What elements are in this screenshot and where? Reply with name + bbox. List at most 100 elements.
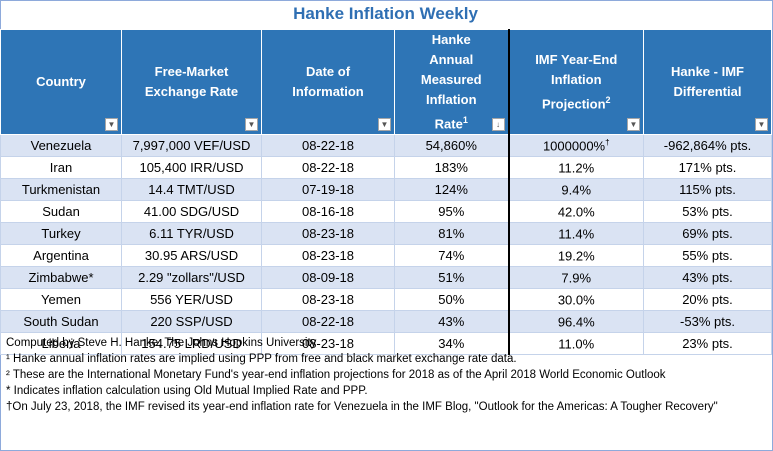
- cell-date[interactable]: 08-09-18: [261, 266, 395, 290]
- cell-country[interactable]: Zimbabwe*: [0, 266, 122, 290]
- cell-differential[interactable]: 23% pts.: [643, 332, 772, 356]
- cell-country[interactable]: Yemen: [0, 288, 122, 312]
- header-imf-projection-label: IMF Year-End Inflation Projection2: [535, 52, 618, 112]
- cell-country[interactable]: Argentina: [0, 244, 122, 268]
- cell-country[interactable]: Venezuela: [0, 134, 122, 158]
- cell-imf-projection[interactable]: 9.4%: [507, 178, 644, 202]
- cell-country[interactable]: Turkey: [0, 222, 122, 246]
- cell-date[interactable]: 08-16-18: [261, 200, 395, 224]
- table-row[interactable]: Liberia 154.75 LRD/USD 08-23-18 34% 11.0% 23%…: [0, 332, 772, 356]
- cell-date[interactable]: 08-23-18: [261, 222, 395, 246]
- table-row[interactable]: Yemen 556 YER/USD 08-23-18 50% 30.0% 20% pts.: [0, 288, 772, 312]
- cell-differential[interactable]: 55% pts.: [643, 244, 772, 268]
- cell-exchange-rate[interactable]: 6.11 TYR/USD: [121, 222, 262, 246]
- cell-imf-projection[interactable]: 1000000%†: [507, 134, 644, 158]
- cell-imf-projection[interactable]: 96.4%: [507, 310, 644, 334]
- cell-exchange-rate[interactable]: 7,997,000 VEF/USD: [121, 134, 262, 158]
- cell-differential[interactable]: 53% pts.: [643, 200, 772, 224]
- cell-exchange-rate[interactable]: 154.75 LRD/USD: [121, 332, 262, 356]
- table-row[interactable]: Iran 105,400 IRR/USD 08-22-18 183% 11.2% 171%…: [0, 156, 772, 180]
- cell-hanke-rate[interactable]: 50%: [394, 288, 509, 312]
- filter-dropdown-icon[interactable]: ▼: [627, 118, 640, 132]
- cell-hanke-rate[interactable]: 54,860%: [394, 134, 509, 158]
- cell-imf-projection[interactable]: 11.4%: [507, 222, 644, 246]
- table-row[interactable]: South Sudan 220 SSP/USD 08-22-18 43% 96.4% -5…: [0, 310, 772, 334]
- cell-differential[interactable]: -962,864% pts.: [643, 134, 772, 158]
- header-differential-label: Hanke - IMF Differential: [671, 64, 744, 100]
- cell-imf-projection[interactable]: 30.0%: [507, 288, 644, 312]
- cell-hanke-rate[interactable]: 124%: [394, 178, 509, 202]
- cell-hanke-rate[interactable]: 51%: [394, 266, 509, 290]
- footnote-marker: 2: [605, 95, 611, 105]
- footnote-dagger: †On July 23, 2018, the IMF revised its y…: [6, 401, 718, 413]
- cell-exchange-rate[interactable]: 105,400 IRR/USD: [121, 156, 262, 180]
- header-country: Country ▼: [0, 28, 122, 136]
- page-title: Hanke Inflation Weekly: [293, 4, 478, 23]
- cell-differential[interactable]: 69% pts.: [643, 222, 772, 246]
- footnote-asterisk: * Indicates inflation calculation using …: [6, 385, 368, 397]
- header-differential: Hanke - IMF Differential ▼: [643, 28, 772, 136]
- cell-exchange-rate[interactable]: 14.4 TMT/USD: [121, 178, 262, 202]
- header-hanke-rate: Hanke Annual Measured Inflation Rate1 ↓: [394, 28, 509, 136]
- footnotes: Computed by Steve H. Hanke, The Johns Ho…: [6, 335, 766, 415]
- header-country-label: Country: [36, 74, 86, 90]
- cell-imf-projection[interactable]: 11.2%: [507, 156, 644, 180]
- cell-date[interactable]: 08-23-18: [261, 288, 395, 312]
- header-date-label: Date of Information: [292, 64, 364, 100]
- cell-differential[interactable]: 115% pts.: [643, 178, 772, 202]
- cell-hanke-rate[interactable]: 183%: [394, 156, 509, 180]
- dagger-marker: †: [605, 138, 610, 148]
- sort-descending-icon[interactable]: ↓: [491, 118, 505, 132]
- table-row[interactable]: Turkmenistan 14.4 TMT/USD 07-19-18 124% 9.4%…: [0, 178, 772, 202]
- cell-differential[interactable]: 20% pts.: [643, 288, 772, 312]
- table-row[interactable]: Zimbabwe* 2.29 "zollars"/USD 08-09-18 51% 7.…: [0, 266, 772, 290]
- table-row[interactable]: Turkey 6.11 TYR/USD 08-23-18 81% 11.4% 69% pt…: [0, 222, 772, 246]
- cell-exchange-rate[interactable]: 556 YER/USD: [121, 288, 262, 312]
- footnote-1: ¹ Hanke annual inflation rates are impli…: [6, 353, 517, 365]
- table-row[interactable]: Argentina 30.95 ARS/USD 08-23-18 74% 19.2% 55…: [0, 244, 772, 268]
- cell-country[interactable]: Sudan: [0, 200, 122, 224]
- cell-date[interactable]: 08-22-18: [261, 310, 395, 334]
- footnote-2: ² These are the International Monetary F…: [6, 369, 666, 381]
- cell-date[interactable]: 08-23-18: [261, 332, 395, 356]
- cell-country[interactable]: South Sudan: [0, 310, 122, 334]
- cell-hanke-rate[interactable]: 95%: [394, 200, 509, 224]
- filter-dropdown-icon[interactable]: ▼: [105, 118, 118, 132]
- footnote-credit: Computed by Steve H. Hanke, The Johns Ho…: [6, 337, 317, 349]
- table-row[interactable]: Sudan 41.00 SDG/USD 08-16-18 95% 42.0% 53% pt…: [0, 200, 772, 224]
- cell-date[interactable]: 08-23-18: [261, 244, 395, 268]
- cell-exchange-rate[interactable]: 30.95 ARS/USD: [121, 244, 262, 268]
- cell-date[interactable]: 07-19-18: [261, 178, 395, 202]
- cell-country[interactable]: Liberia: [0, 332, 122, 356]
- header-imf-projection: IMF Year-End Inflation Projection2 ▼: [507, 28, 644, 136]
- header-row: Country ▼ Free-Market Exchange Rate ▼ Da…: [0, 28, 772, 136]
- inflation-table: Country ▼ Free-Market Exchange Rate ▼ Da…: [0, 28, 772, 356]
- cell-imf-projection[interactable]: 42.0%: [507, 200, 644, 224]
- cell-exchange-rate[interactable]: 2.29 "zollars"/USD: [121, 266, 262, 290]
- footnote-marker: 1: [462, 115, 468, 125]
- cell-date[interactable]: 08-22-18: [261, 156, 395, 180]
- cell-differential[interactable]: -53% pts.: [643, 310, 772, 334]
- cell-hanke-rate[interactable]: 74%: [394, 244, 509, 268]
- cell-exchange-rate[interactable]: 41.00 SDG/USD: [121, 200, 262, 224]
- header-hanke-rate-label: Hanke Annual Measured Inflation Rate1: [420, 32, 482, 132]
- cell-country[interactable]: Iran: [0, 156, 122, 180]
- cell-imf-projection[interactable]: 7.9%: [507, 266, 644, 290]
- cell-country[interactable]: Turkmenistan: [0, 178, 122, 202]
- cell-imf-projection[interactable]: 19.2%: [507, 244, 644, 268]
- cell-differential[interactable]: 43% pts.: [643, 266, 772, 290]
- cell-exchange-rate[interactable]: 220 SSP/USD: [121, 310, 262, 334]
- header-exchange-rate: Free-Market Exchange Rate ▼: [121, 28, 262, 136]
- filter-dropdown-icon[interactable]: ▼: [378, 118, 391, 132]
- cell-hanke-rate[interactable]: 43%: [394, 310, 509, 334]
- cell-hanke-rate[interactable]: 81%: [394, 222, 509, 246]
- table-row[interactable]: Venezuela 7,997,000 VEF/USD 08-22-18 54,860…: [0, 134, 772, 158]
- cell-hanke-rate[interactable]: 34%: [394, 332, 509, 356]
- cell-date[interactable]: 08-22-18: [261, 134, 395, 158]
- header-exchange-rate-label: Free-Market Exchange Rate: [144, 64, 239, 100]
- cell-differential[interactable]: 171% pts.: [643, 156, 772, 180]
- header-date: Date of Information ▼: [261, 28, 395, 136]
- filter-dropdown-icon[interactable]: ▼: [755, 118, 768, 132]
- filter-dropdown-icon[interactable]: ▼: [245, 118, 258, 132]
- cell-imf-projection[interactable]: 11.0%: [507, 332, 644, 356]
